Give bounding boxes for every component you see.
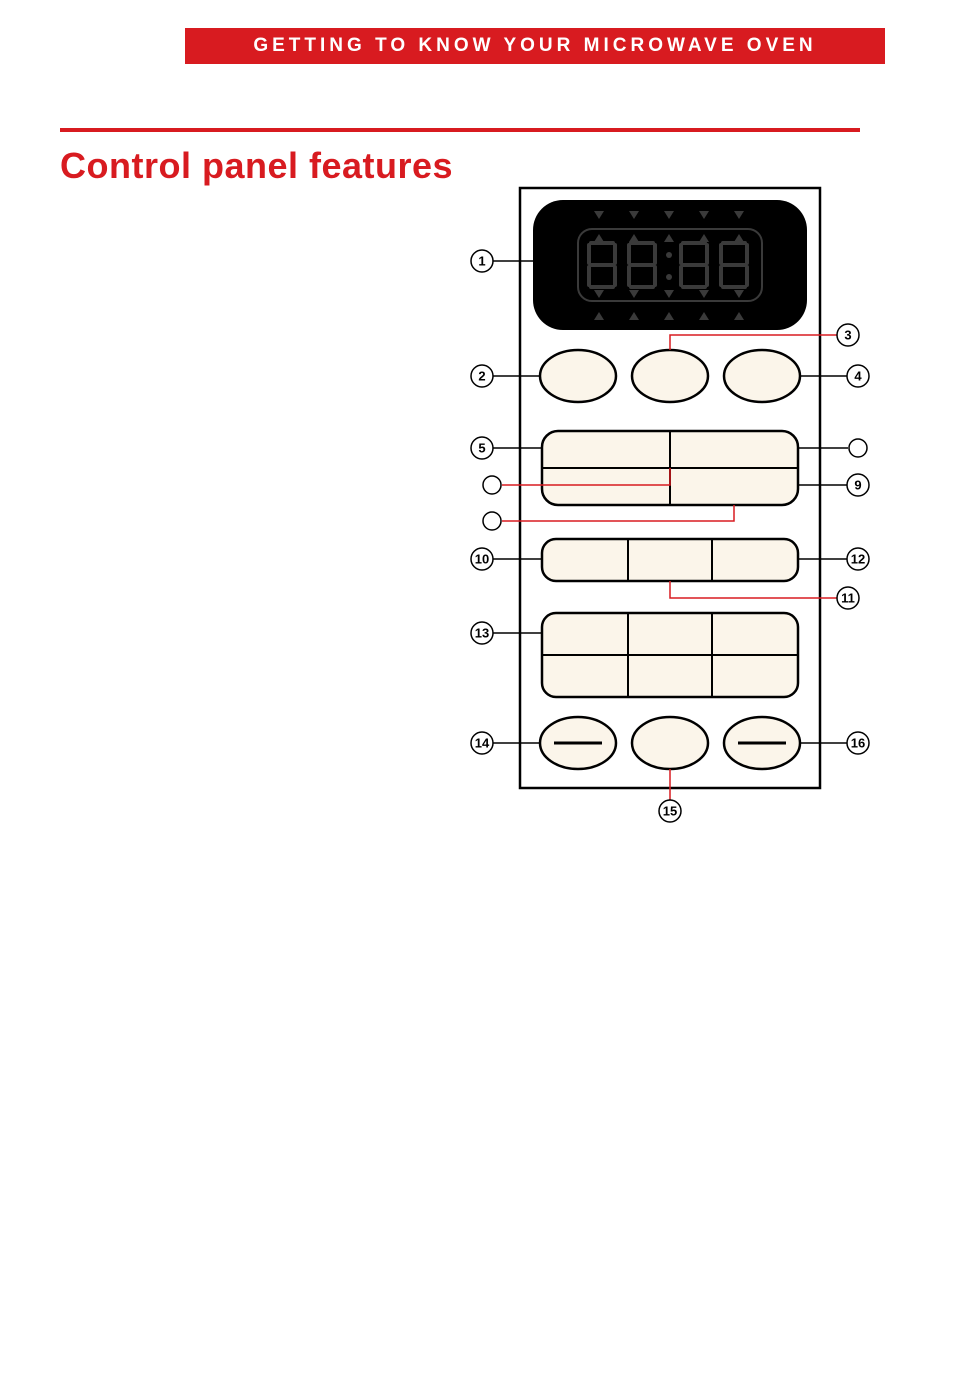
callout-blank1 <box>483 476 501 494</box>
oval-button <box>724 350 800 402</box>
svg-text:15: 15 <box>663 804 677 819</box>
callout-13: 13 <box>471 622 493 644</box>
svg-text:16: 16 <box>851 736 865 751</box>
callout-10: 10 <box>471 548 493 570</box>
svg-text:14: 14 <box>475 736 490 751</box>
svg-text:1: 1 <box>478 254 485 269</box>
oval-button <box>540 350 616 402</box>
grid-block-3x2 <box>542 613 798 697</box>
callout-2: 2 <box>471 365 493 387</box>
svg-text:9: 9 <box>854 478 861 493</box>
callout-4: 4 <box>847 365 869 387</box>
section-title: Control panel features <box>60 145 453 187</box>
callout-9: 9 <box>847 474 869 496</box>
svg-text:12: 12 <box>851 552 865 567</box>
callout-12: 12 <box>847 548 869 570</box>
callout-blank3 <box>849 439 867 457</box>
callout-1: 1 <box>471 250 493 272</box>
svg-text:11: 11 <box>841 591 855 606</box>
control-panel-diagram: 1 2 5 10 13 14 3 4 9 12 11 16 15 <box>460 183 880 833</box>
callout-15: 15 <box>659 800 681 822</box>
callout-11: 11 <box>837 587 859 609</box>
title-divider <box>60 128 860 132</box>
header-bar: GETTING TO KNOW YOUR MICROWAVE OVEN <box>185 28 885 64</box>
oval-button <box>632 350 708 402</box>
svg-text:3: 3 <box>844 328 851 343</box>
round-buttons-row <box>540 717 800 769</box>
callout-16: 16 <box>847 732 869 754</box>
svg-text:2: 2 <box>478 369 485 384</box>
svg-text:4: 4 <box>854 369 862 384</box>
round-button <box>632 717 708 769</box>
callout-5: 5 <box>471 437 493 459</box>
display <box>533 200 807 330</box>
callout-blank2 <box>483 512 501 530</box>
svg-text:10: 10 <box>475 552 489 567</box>
svg-text:5: 5 <box>478 441 485 456</box>
rect-row-3 <box>542 539 798 581</box>
svg-text:13: 13 <box>475 626 489 641</box>
callout-3: 3 <box>837 324 859 346</box>
oval-buttons-row <box>540 350 800 402</box>
callout-14: 14 <box>471 732 493 754</box>
